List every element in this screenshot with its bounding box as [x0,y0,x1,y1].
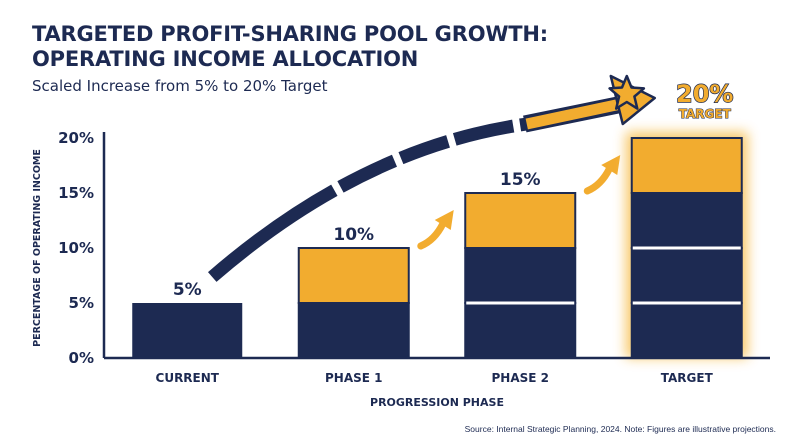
bar-target-segment-4 [630,137,743,194]
y-tick-label-4: 20% [58,129,94,147]
star-icon [608,74,646,110]
step-arrow-head-1 [434,210,454,230]
x-tick-label-phase-1: PHASE 1 [325,371,383,385]
source-note: Source: Internal Strategic Planning, 202… [464,424,776,434]
y-tick-label-3: 15% [58,184,94,202]
bar-phase-1-segment-1 [297,302,410,359]
growth-swoosh-arc [207,117,528,282]
y-axis-label: PERCENTAGE OF OPERATING INCOME [32,149,43,347]
bar-phase-2-segment-1 [464,302,577,359]
data-label-phase-1: 10% [333,225,374,245]
bar-target-segment-3 [630,192,743,249]
bar-phase-1-segment-2 [297,247,410,304]
bars-layer [132,132,748,359]
growth-swoosh-segment [525,98,622,130]
y-tick-label-0: 0% [69,349,94,367]
chart-title-line-1: TARGETED PROFIT-SHARING POOL GROWTH: [32,22,549,46]
x-tick-label-target: TARGET [661,371,714,385]
bar-phase-2-segment-2 [464,247,577,304]
data-label-phase-2: 15% [500,170,541,190]
chart-title: TARGETED PROFIT-SHARING POOL GROWTH: OPE… [32,22,548,72]
step-arrow-head-2 [601,155,621,175]
x-axis-label: PROGRESSION PHASE [370,396,504,409]
x-tick-label-current: CURRENT [156,371,220,385]
step-arrow-1 [417,220,447,250]
chart-title-line-2: OPERATING INCOME ALLOCATION [32,47,419,71]
step-arrow-2 [583,165,613,195]
y-tick-label-2: 10% [58,239,94,257]
target-badge-value: 20% [676,80,733,108]
target-badge-label: TARGET [679,107,732,121]
bar-target-segment-1 [630,302,743,359]
axes-layer [102,132,770,360]
chart-subtitle: Scaled Increase from 5% to 20% Target [32,77,328,95]
decoration-layer [207,74,656,282]
bar-current-segment-1 [132,303,243,358]
bar-phase-2-segment-3 [464,192,577,249]
bar-target-segment-2 [630,247,743,304]
labels-layer: 0% 5% 10% 15% 20% PERCENTAGE OF OPERATING INC… [32,74,734,409]
x-tick-label-phase-2: PHASE 2 [492,371,550,385]
data-label-current: 5% [173,280,202,300]
y-tick-label-1: 5% [69,294,94,312]
